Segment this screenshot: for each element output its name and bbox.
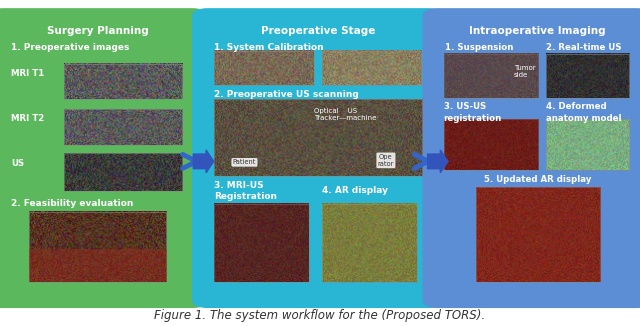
Bar bbox=[476, 187, 600, 282]
Text: 4. AR display: 4. AR display bbox=[322, 186, 388, 195]
Text: 1. Preoperative images: 1. Preoperative images bbox=[11, 43, 129, 52]
Bar bbox=[214, 204, 309, 282]
Text: Patient: Patient bbox=[233, 159, 256, 165]
Text: 3. MRI-US
Registration: 3. MRI-US Registration bbox=[214, 181, 277, 201]
Text: US: US bbox=[11, 158, 24, 168]
Bar bbox=[322, 204, 417, 282]
FancyBboxPatch shape bbox=[192, 8, 445, 308]
Text: 4. Deformed
anatomy model: 4. Deformed anatomy model bbox=[546, 102, 621, 123]
Text: Surgery Planning: Surgery Planning bbox=[47, 26, 148, 36]
Bar bbox=[444, 119, 538, 170]
Text: Preoperative Stage: Preoperative Stage bbox=[261, 26, 376, 36]
Text: 1. Suspension: 1. Suspension bbox=[445, 43, 513, 52]
Bar bbox=[64, 64, 182, 99]
Bar bbox=[444, 54, 538, 98]
Text: Intraoperative Imaging: Intraoperative Imaging bbox=[469, 26, 606, 36]
Bar bbox=[29, 212, 166, 282]
Text: MRI T1: MRI T1 bbox=[11, 69, 44, 78]
Bar bbox=[64, 153, 182, 191]
Text: 2. Preoperative US scanning: 2. Preoperative US scanning bbox=[214, 90, 359, 99]
Text: Ope
rator: Ope rator bbox=[378, 154, 394, 167]
Text: 2. Feasibility evaluation: 2. Feasibility evaluation bbox=[11, 199, 133, 208]
Bar bbox=[214, 51, 314, 85]
Text: Optical    US: Optical US bbox=[314, 109, 356, 114]
FancyBboxPatch shape bbox=[422, 8, 640, 308]
Bar bbox=[322, 51, 421, 85]
FancyArrow shape bbox=[193, 150, 214, 173]
FancyArrow shape bbox=[428, 150, 448, 173]
Bar bbox=[546, 54, 629, 98]
Text: Figure 1. The system workflow for the (Proposed TORS).: Figure 1. The system workflow for the (P… bbox=[154, 309, 486, 322]
Bar bbox=[64, 109, 182, 145]
Text: MRI T2: MRI T2 bbox=[11, 113, 44, 123]
Text: Tracker––machine: Tracker––machine bbox=[314, 115, 376, 121]
Bar bbox=[546, 119, 629, 170]
Text: 1. System Calibration: 1. System Calibration bbox=[214, 43, 324, 52]
Text: Tumor
side: Tumor side bbox=[514, 65, 536, 78]
FancyBboxPatch shape bbox=[0, 8, 208, 308]
Text: 3. US-US
registration: 3. US-US registration bbox=[444, 102, 502, 123]
Text: 2. Real-time US: 2. Real-time US bbox=[546, 43, 621, 52]
Text: 5. Updated AR display: 5. Updated AR display bbox=[484, 175, 591, 184]
Bar bbox=[214, 99, 422, 176]
